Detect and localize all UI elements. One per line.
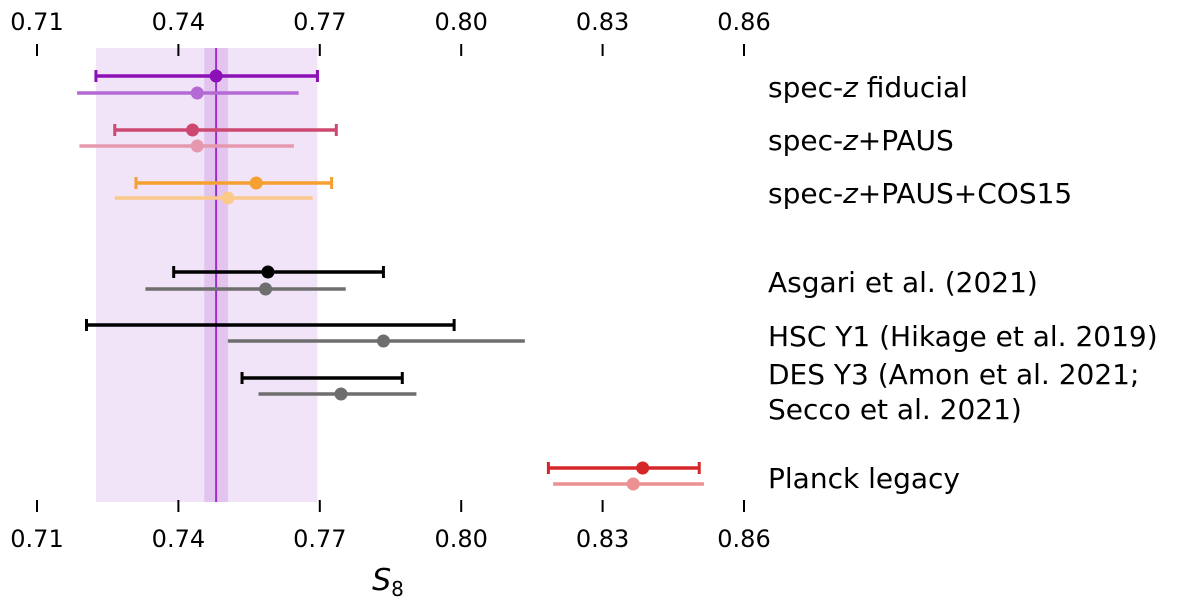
- errorbar-primary: [134, 176, 334, 190]
- row-label: spec-z+PAUS: [768, 124, 954, 157]
- errorbar-primary: [94, 69, 319, 83]
- errorbar-marker: [186, 123, 200, 137]
- top-tick-label: 0.71: [10, 8, 63, 36]
- bottom-tick-label: 0.86: [717, 525, 770, 553]
- errorbars: [77, 69, 704, 491]
- errorbar-marker: [626, 477, 640, 491]
- errorbar-primary: [84, 319, 456, 331]
- errorbar-secondary: [77, 86, 299, 100]
- top-tick-label: 0.74: [152, 8, 205, 36]
- row-label: DES Y3 (Amon et al. 2021;: [768, 358, 1139, 391]
- top-tick-label: 0.86: [717, 8, 770, 36]
- errorbar-primary: [240, 372, 404, 384]
- errorbar-primary: [113, 123, 338, 137]
- row-label-line2: Secco et al. 2021): [768, 393, 1022, 426]
- errorbar-marker: [221, 191, 235, 205]
- top-tick-label: 0.80: [434, 8, 487, 36]
- row-label: spec-z fiducial: [768, 71, 968, 104]
- errorbar-marker: [190, 86, 204, 100]
- errorbar-marker: [376, 334, 390, 348]
- bottom-tick-label: 0.77: [293, 525, 346, 553]
- errorbar-secondary: [553, 477, 704, 491]
- row-label: spec-z+PAUS+COS15: [768, 177, 1072, 210]
- errorbar-marker: [259, 282, 273, 296]
- top-tick-label: 0.83: [576, 8, 629, 36]
- x-axis-title: S8: [372, 563, 404, 601]
- reference-band: [95, 48, 318, 502]
- errorbar-secondary: [145, 282, 346, 296]
- band-wide: [95, 48, 318, 502]
- errorbar-marker: [209, 69, 223, 83]
- row-label: Planck legacy: [768, 462, 960, 495]
- bottom-tick-label: 0.83: [576, 525, 629, 553]
- row-label: HSC Y1 (Hikage et al. 2019): [768, 320, 1158, 353]
- errorbar-secondary: [227, 334, 525, 348]
- bottom-tick-label: 0.74: [152, 525, 205, 553]
- errorbar-primary: [546, 461, 701, 475]
- errorbar-marker: [190, 139, 204, 153]
- x-axis: 0.71 0.71 0.74 0.74 0.77 0.77 0.80 0.80 0.83 0.83…: [10, 8, 770, 553]
- errorbar-marker: [636, 461, 650, 475]
- errorbar-secondary: [79, 139, 294, 153]
- errorbar-secondary: [114, 191, 313, 205]
- errorbar-marker: [249, 176, 263, 190]
- row-label: Asgari et al. (2021): [768, 266, 1038, 299]
- bottom-tick-label: 0.71: [10, 525, 63, 553]
- errorbar-primary: [172, 265, 385, 279]
- bottom-tick-label: 0.80: [434, 525, 487, 553]
- errorbar-secondary: [258, 387, 417, 401]
- errorbar-marker: [334, 387, 348, 401]
- errorbar-marker: [261, 265, 275, 279]
- row-labels: spec-z fiducial spec-z+PAUS spec-z+PAUS+CO…: [768, 71, 1158, 495]
- top-tick-label: 0.77: [293, 8, 346, 36]
